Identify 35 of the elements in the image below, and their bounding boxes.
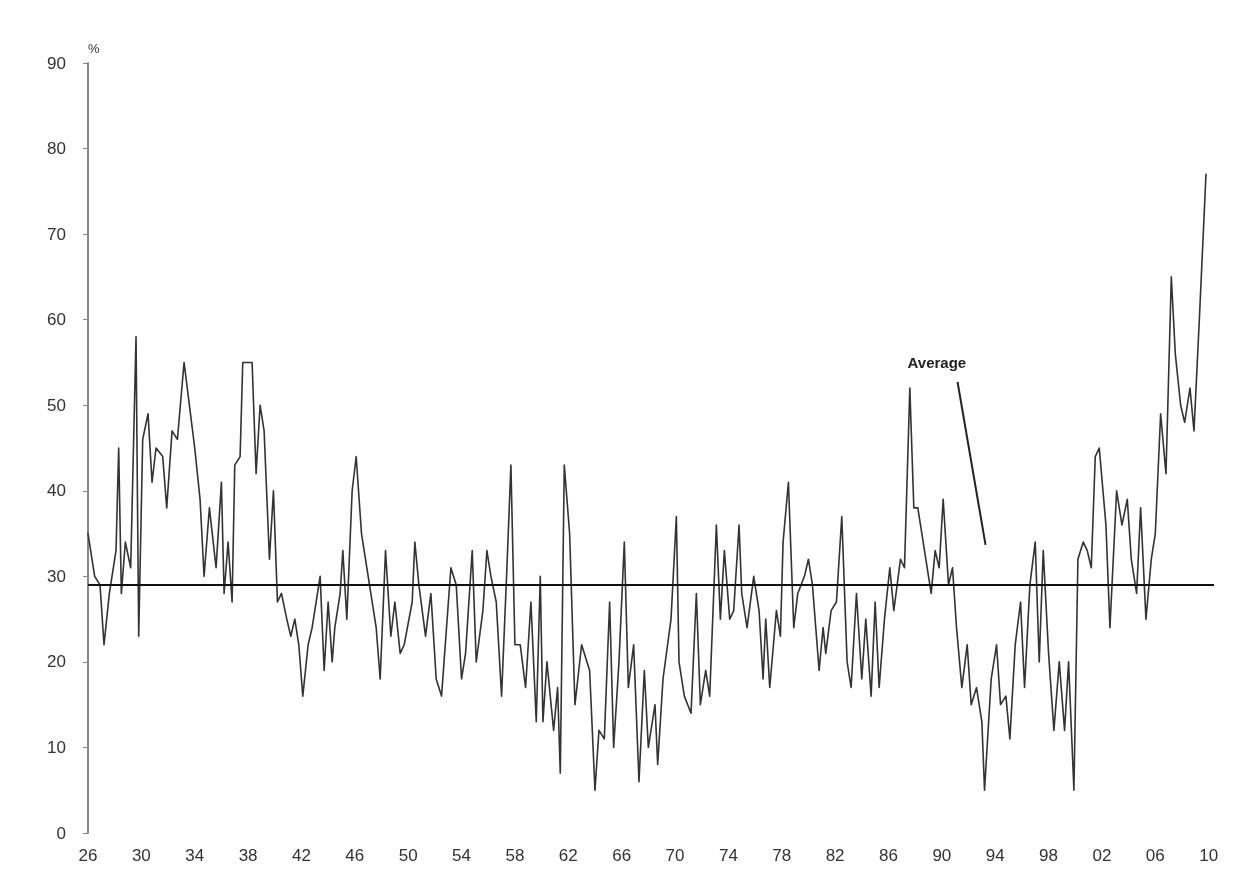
x-tick-label: 90: [932, 846, 952, 865]
x-tick-label: 46: [345, 846, 365, 865]
x-tick-label: 26: [78, 846, 98, 865]
y-tick-label: 40: [47, 481, 66, 501]
x-tick-label: 02: [1092, 846, 1112, 865]
y-tick-label: 90: [47, 53, 66, 73]
y-axis-title: %: [88, 41, 100, 56]
y-tick-label: 80: [47, 139, 66, 159]
y-tick-label: 10: [47, 737, 66, 757]
x-tick-label: 74: [718, 846, 738, 865]
x-tick-label: 34: [185, 846, 205, 865]
x-tick-label: 38: [238, 846, 258, 865]
x-tick-label: 42: [292, 846, 311, 865]
x-tick-label: 82: [825, 846, 845, 865]
x-tick-label: 98: [1039, 846, 1059, 865]
x-tick-label: 86: [879, 846, 898, 865]
y-tick-label: 70: [47, 224, 66, 244]
x-tick-label: 58: [505, 846, 525, 865]
line-series: [87, 173, 1207, 792]
y-tick-label: 50: [47, 395, 66, 415]
x-tick-label: 94: [985, 846, 1005, 865]
x-tick-label: 06: [1145, 846, 1165, 865]
x-tick-label: 70: [665, 846, 685, 865]
y-tick-label: 0: [56, 823, 66, 843]
y-tick-label: 30: [47, 566, 66, 586]
x-tick-label: 62: [558, 846, 578, 865]
x-tick-label: 50: [398, 846, 418, 865]
y-tick-label: 60: [47, 310, 66, 330]
x-tick-label: 30: [131, 846, 151, 865]
x-tick-label: 10: [1199, 846, 1219, 865]
y-tick-label: 20: [47, 652, 66, 672]
x-tick-label: 66: [612, 846, 632, 865]
x-tick-label: 54: [452, 846, 472, 865]
ref-line-label: Average: [907, 353, 967, 371]
x-tick-label: 78: [772, 846, 792, 865]
